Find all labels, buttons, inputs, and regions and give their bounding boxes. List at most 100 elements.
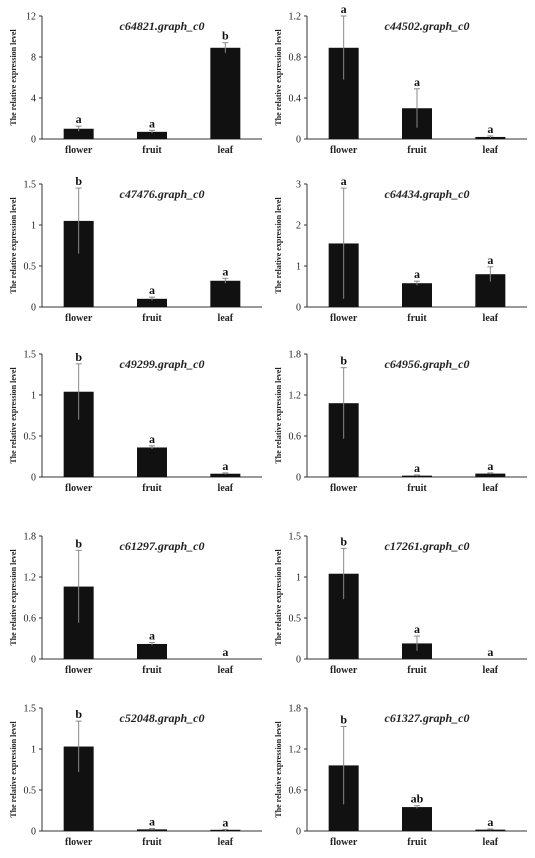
- x-tick-label-fruit: fruit: [407, 483, 427, 494]
- significance-letter: ab: [411, 792, 424, 806]
- y-tick-label: 0: [31, 473, 36, 484]
- significance-letter: a: [149, 116, 155, 130]
- y-tick-label: 0.4: [289, 94, 302, 105]
- y-tick-label: 0: [31, 827, 36, 838]
- y-tick-label: 1.2: [289, 12, 302, 23]
- y-tick-label: 0: [296, 473, 301, 484]
- bar-chart-6: 0 0.6 1.2 1.8 The relative expression level c…: [274, 350, 527, 494]
- significance-letter: a: [222, 264, 228, 278]
- significance-letter: b: [75, 707, 82, 721]
- chart-title: c52048.graph_c0: [120, 711, 205, 725]
- x-tick-label-leaf: leaf: [218, 145, 234, 156]
- significance-letter: b: [222, 29, 229, 43]
- bar-leaf: [210, 473, 241, 477]
- chart-title: c47476.graph_c0: [120, 187, 205, 201]
- bar-fruit: [137, 447, 167, 477]
- y-tick-label: 0: [31, 303, 36, 314]
- x-tick-label-leaf: leaf: [483, 483, 499, 494]
- significance-letter: a: [222, 645, 228, 659]
- bar-chart-4: 0 1 2 3 The relative expression level c64434.…: [274, 174, 527, 324]
- bar-fruit: [137, 298, 167, 307]
- significance-letter: a: [222, 459, 228, 473]
- y-axis-label: The relative expression level: [274, 29, 283, 126]
- bar-chart-3: 0 0.5 1 1.5 The relative expression level c47…: [9, 174, 262, 324]
- bar-chart-1: 0 4 8 12 The relative expression level c64821…: [9, 12, 262, 156]
- x-tick-label-leaf: leaf: [483, 665, 499, 676]
- y-axis-label: The relative expression level: [274, 721, 283, 818]
- y-tick-label: 1: [31, 221, 36, 232]
- x-tick-label-fruit: fruit: [142, 483, 162, 494]
- significance-letter: a: [487, 122, 493, 136]
- y-axis-label: The relative expression level: [9, 29, 18, 126]
- bar-leaf: [210, 280, 241, 307]
- significance-letter: a: [149, 815, 155, 829]
- significance-letter: b: [340, 712, 347, 726]
- y-tick-label: 0.8: [289, 53, 302, 64]
- y-tick-label: 0.5: [24, 262, 37, 273]
- x-tick-label-flower: flower: [330, 837, 358, 848]
- x-tick-label-leaf: leaf: [218, 665, 234, 676]
- y-tick-label: 4: [31, 94, 36, 105]
- bar-fruit: [402, 643, 432, 659]
- x-tick-label-flower: flower: [330, 665, 358, 676]
- significance-letter: a: [414, 75, 420, 89]
- y-tick-label: 0.5: [289, 614, 302, 625]
- x-tick-label-leaf: leaf: [218, 837, 234, 848]
- bar-chart-8: 0 0.5 1 1.5 The relative expression level c17…: [274, 532, 527, 676]
- y-tick-label: 1.5: [24, 704, 37, 715]
- x-tick-label-flower: flower: [65, 483, 93, 494]
- chart-title: c44502.graph_c0: [385, 19, 470, 33]
- y-tick-label: 0: [31, 655, 36, 666]
- bar-chart-2: 0 0.4 0.8 1.2 The relative expression level c…: [274, 2, 527, 156]
- x-tick-label-fruit: fruit: [142, 837, 162, 848]
- significance-letter: a: [149, 432, 155, 446]
- significance-letter: a: [341, 174, 347, 188]
- y-axis-label: The relative expression level: [9, 721, 18, 818]
- y-tick-label: 1.5: [24, 180, 37, 191]
- significance-letter: b: [340, 534, 347, 548]
- y-tick-label: 8: [31, 53, 36, 64]
- significance-letter: a: [487, 645, 493, 659]
- chart-title: c49299.graph_c0: [120, 357, 205, 371]
- significance-letter: b: [75, 536, 82, 550]
- significance-letter: b: [75, 350, 82, 364]
- y-tick-label: 1.5: [289, 532, 302, 543]
- y-tick-label: 1.8: [24, 532, 37, 543]
- x-tick-label-fruit: fruit: [407, 837, 427, 848]
- x-tick-label-fruit: fruit: [407, 313, 427, 324]
- x-tick-label-leaf: leaf: [483, 837, 499, 848]
- y-tick-label: 1.2: [289, 391, 302, 402]
- x-tick-label-fruit: fruit: [407, 145, 427, 156]
- bar-flower: [63, 128, 94, 139]
- significance-letter: a: [149, 283, 155, 297]
- y-tick-label: 0.5: [24, 432, 37, 443]
- x-tick-label-flower: flower: [65, 145, 93, 156]
- significance-letter: b: [75, 174, 82, 188]
- y-tick-label: 1: [31, 745, 36, 756]
- x-tick-label-leaf: leaf: [483, 145, 499, 156]
- bar-fruit: [137, 643, 167, 659]
- x-tick-label-fruit: fruit: [407, 665, 427, 676]
- y-tick-label: 0: [31, 135, 36, 146]
- y-tick-label: 0: [296, 827, 301, 838]
- x-tick-label-flower: flower: [330, 483, 358, 494]
- y-tick-label: 2: [296, 221, 301, 232]
- y-tick-label: 0: [296, 135, 301, 146]
- significance-letter: a: [76, 112, 82, 126]
- x-tick-label-fruit: fruit: [142, 665, 162, 676]
- y-axis-label: The relative expression level: [274, 197, 283, 294]
- chart-title: c64956.graph_c0: [385, 357, 470, 371]
- y-axis-label: The relative expression level: [9, 367, 18, 464]
- bar-chart-7: 0 0.6 1.2 1.8 The relative expression level c…: [9, 532, 262, 676]
- x-tick-label-flower: flower: [65, 837, 93, 848]
- y-tick-label: 1: [31, 391, 36, 402]
- bar-chart-5: 0 0.5 1 1.5 The relative expression level c49…: [9, 350, 262, 494]
- y-tick-label: 1.8: [289, 704, 302, 715]
- significance-letter: a: [414, 622, 420, 636]
- y-axis-label: The relative expression level: [274, 549, 283, 646]
- significance-letter: a: [414, 461, 420, 475]
- y-tick-label: 0.5: [24, 786, 37, 797]
- y-axis-label: The relative expression level: [9, 197, 18, 294]
- y-tick-label: 0: [296, 655, 301, 666]
